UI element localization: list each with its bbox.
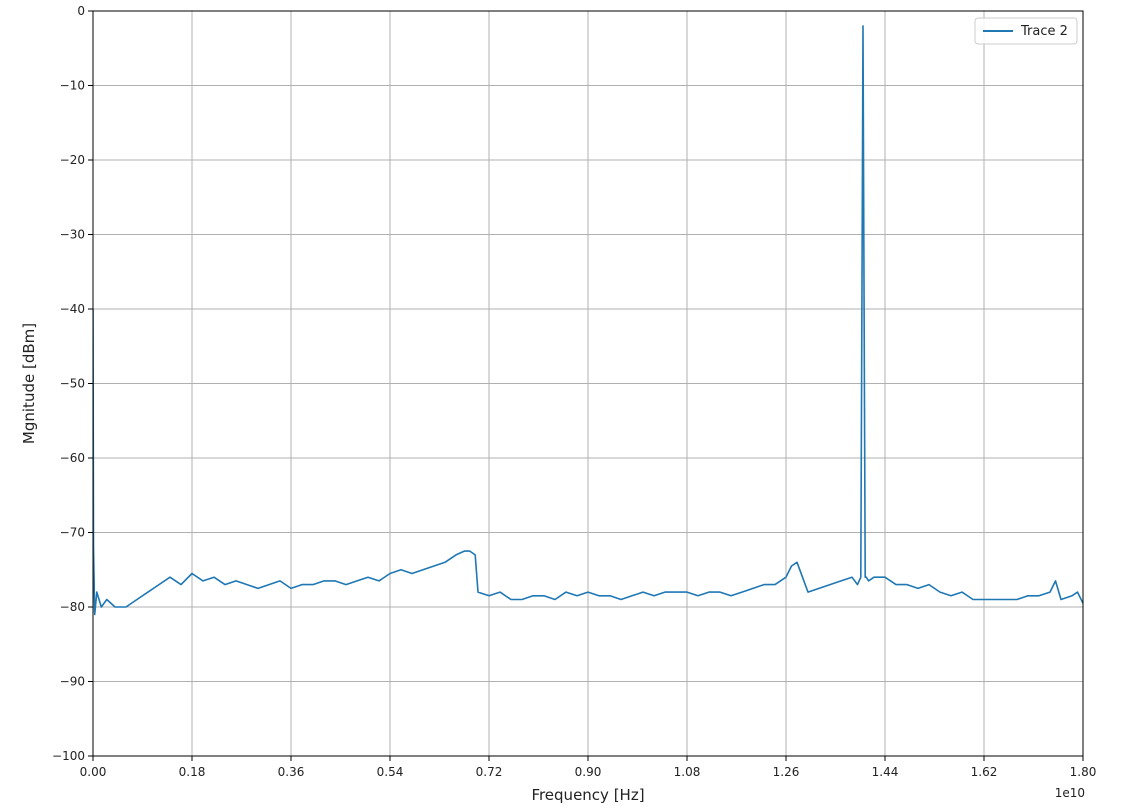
y-axis-label: Mgnitude [dBm] — [20, 323, 38, 444]
y-tick-label: −40 — [60, 302, 85, 316]
ticks: 0.00 0.18 0.36 0.54 0.72 0.90 1.08 1.26 1.44 1.62… — [52, 4, 1096, 779]
x-tick-label: 1.62 — [971, 765, 998, 779]
x-tick-label: 1.44 — [872, 765, 899, 779]
series-line-trace-2 — [93, 25, 1083, 616]
x-tick-label: 0.90 — [575, 765, 602, 779]
y-tick-label: −70 — [60, 526, 85, 540]
x-tick-label: 0.72 — [476, 765, 503, 779]
y-tick-label: −30 — [60, 228, 85, 242]
y-tick-label: −90 — [60, 675, 85, 689]
y-tick-label: −60 — [60, 451, 85, 465]
grid — [92, 10, 1084, 757]
x-tick-label: 0.18 — [179, 765, 206, 779]
y-tick-label: 0 — [77, 4, 85, 18]
y-tick-label: −20 — [60, 153, 85, 167]
legend-label-trace-2: Trace 2 — [1020, 24, 1068, 39]
x-tick-label: 0.36 — [278, 765, 305, 779]
y-tick-label: −50 — [60, 377, 85, 391]
y-tick-label: −10 — [60, 79, 85, 93]
x-offset-label: 1e10 — [1055, 786, 1085, 800]
x-tick-label: 1.80 — [1070, 765, 1097, 779]
x-tick-label: 1.08 — [674, 765, 701, 779]
legend: Trace 2 — [974, 17, 1078, 45]
legend-box — [974, 17, 1078, 45]
x-axis-label: Frequency [Hz] — [531, 786, 644, 804]
y-tick-label: −100 — [52, 749, 85, 763]
series-layer — [93, 25, 1083, 616]
x-tick-label: 1.26 — [773, 765, 800, 779]
x-tick-label: 0.54 — [377, 765, 404, 779]
y-tick-label: −80 — [60, 600, 85, 614]
x-tick-label: 0.00 — [80, 765, 107, 779]
